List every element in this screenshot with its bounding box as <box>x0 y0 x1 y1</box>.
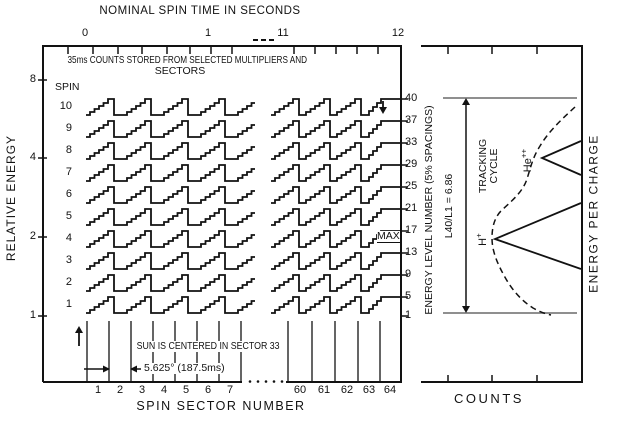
spin-number-label: 4 <box>65 232 72 244</box>
top-axis-tick-label: 12 <box>391 27 405 39</box>
spin-number-label: 9 <box>65 122 72 134</box>
energy-level-number-label: 13 <box>405 246 418 258</box>
sweep-end-down-arrow <box>379 101 387 114</box>
energy-level-number-label: 9 <box>405 268 412 280</box>
sector-width-note: 5.625° (187.5ms) <box>142 361 227 374</box>
relative-energy-tick-label: 4 <box>29 151 36 163</box>
spin-1-energy-step-waveform <box>86 296 401 314</box>
counts-axis-title: COUNTS <box>454 391 524 406</box>
top-axis-tick-label: 0 <box>81 27 89 39</box>
spin-3-energy-step-waveform <box>86 252 401 270</box>
spin-9-energy-step-waveform <box>86 120 401 138</box>
stored-counts-note-line1: 35ms COUNTS STORED FROM SELECTED MULTIPL… <box>67 54 308 66</box>
spectrum-envelope-dashed-curve <box>491 106 576 316</box>
top-axis-title: NOMINAL SPIN TIME IN SECONDS <box>99 5 301 17</box>
energy-per-charge-axis-title: ENERGY PER CHARGE <box>586 134 601 293</box>
energy-level-number-label: 40 <box>405 92 418 104</box>
sweep-start-up-arrow <box>75 326 83 346</box>
hplus-ion-label: H+ <box>474 225 491 255</box>
heplusplus-ion-symbol: He <box>522 158 535 173</box>
tracking-cycle-line2: CYCLE <box>488 148 501 184</box>
spin-sector-number-label: 7 <box>226 384 234 396</box>
energy-level-number-label: 37 <box>405 114 418 126</box>
relative-energy-tick-label: 1 <box>29 309 36 321</box>
spin-4-energy-step-waveform <box>86 230 401 248</box>
spin-sector-number-label: 64 <box>383 384 397 396</box>
spin-number-label: 3 <box>65 254 72 266</box>
spin-sector-number-label: 4 <box>160 384 168 396</box>
spin-number-label: 1 <box>65 298 72 310</box>
spin-sector-number-label: 63 <box>362 384 376 396</box>
hplus-ion-symbol: H <box>477 237 490 246</box>
spin-5-energy-step-waveform <box>86 208 401 226</box>
spin-sector-number-label: 5 <box>182 384 190 396</box>
spin-sector-number-label: 3 <box>138 384 146 396</box>
heplusplus-ion-charge: ++ <box>519 148 529 159</box>
bottom-break-dots <box>248 380 284 383</box>
relative-energy-tick-label: 8 <box>29 73 36 85</box>
energy-level-number-label: 21 <box>405 202 418 214</box>
heplusplus-peak-curve <box>539 140 582 176</box>
right-panel-border <box>421 45 583 383</box>
left-axis-title: RELATIVE ENERGY <box>4 134 18 262</box>
spin-2-energy-step-waveform <box>86 274 401 292</box>
stored-counts-note-line2: SECTORS <box>154 65 206 77</box>
relative-energy-tick-label: 2 <box>29 230 36 242</box>
energy-level-number-label: 5 <box>405 290 412 302</box>
spin-number-label: 8 <box>65 144 72 156</box>
energy-level-number-label: 17 <box>405 224 418 236</box>
spin-6-energy-step-waveform <box>86 186 401 204</box>
tracking-ratio-label: L40/L1 = 6.86 <box>443 173 455 239</box>
max-marker: MAX <box>377 230 400 244</box>
spin-sector-number-label: 62 <box>340 384 354 396</box>
hplus-peak-curve <box>492 202 582 270</box>
hplus-ion-charge: + <box>474 233 484 238</box>
top-axis-tick-label: 11 <box>277 27 289 39</box>
spin-number-label: 7 <box>65 166 72 178</box>
energy-level-number-label: 1 <box>405 309 412 321</box>
energy-level-number-label: 29 <box>405 158 418 170</box>
generated-art <box>38 47 538 381</box>
energy-level-number-label: 33 <box>405 136 418 148</box>
sector-width-arrows <box>84 365 141 373</box>
sun-sector-note: SUN IS CENTERED IN SECTOR 33 <box>134 340 280 353</box>
tracking-cycle-label: TRACKING CYCLE <box>477 121 504 211</box>
spin-number-label: 2 <box>65 276 72 288</box>
heplusplus-ion-label: He++ <box>519 143 536 179</box>
spin-sector-number-label: 1 <box>94 384 102 396</box>
tracking-cycle-span-arrow <box>462 98 470 313</box>
energy-level-number-label: 25 <box>405 180 418 192</box>
spin-sector-number-label: 60 <box>293 384 307 396</box>
spin-number-label: 6 <box>65 188 72 200</box>
spin-sector-number-label: 61 <box>317 384 331 396</box>
spin-sector-number-label: 2 <box>116 384 124 396</box>
spin-number-label: 5 <box>65 210 72 222</box>
spin-number-label: 10 <box>59 100 72 112</box>
spin-7-energy-step-waveform <box>86 164 401 182</box>
spin-column-header: SPIN <box>55 81 80 93</box>
main-plot-border <box>42 45 402 383</box>
spin-sector-number-label: 6 <box>204 384 212 396</box>
spin-8-energy-step-waveform <box>86 142 401 160</box>
top-axis-tick-label: 1 <box>204 27 212 39</box>
bottom-axis-title: SPIN SECTOR NUMBER <box>136 399 306 413</box>
spin-10-energy-step-waveform <box>86 98 401 116</box>
